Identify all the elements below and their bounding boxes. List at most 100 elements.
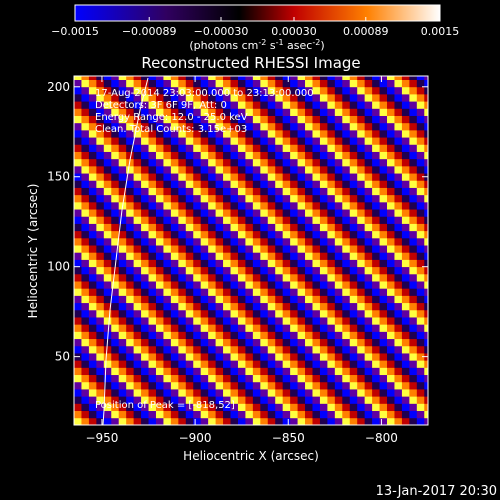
heatmap-cell [185, 345, 194, 354]
heatmap-cell [334, 381, 343, 390]
heatmap-cell [387, 76, 395, 80]
heatmap-cell [245, 317, 254, 325]
heatmap-cell [379, 86, 388, 95]
heatmap-cell [327, 381, 336, 390]
heatmap-cell [237, 381, 246, 390]
heatmap-cell [237, 252, 246, 260]
heatmap-cell [126, 101, 135, 109]
heatmap-cell [245, 353, 254, 361]
heatmap-cell [364, 223, 373, 232]
heatmap-cell [88, 194, 97, 203]
heatmap-cell [327, 137, 336, 145]
heatmap-cell [111, 324, 120, 332]
heatmap-cell [349, 273, 358, 282]
heatmap-cell [305, 295, 313, 304]
heatmap-cell [342, 230, 351, 239]
heatmap-cell [118, 151, 127, 160]
heatmap-cell [357, 367, 366, 376]
heatmap-cell [74, 331, 82, 340]
heatmap-cell [260, 259, 269, 268]
heatmap-cell [245, 79, 254, 88]
heatmap-cell [334, 288, 343, 296]
heatmap-cell [394, 194, 403, 203]
heatmap-cell [394, 237, 403, 246]
heatmap-cell [88, 259, 97, 268]
heatmap-cell [185, 403, 194, 412]
heatmap-cell [133, 230, 142, 239]
heatmap-cell [200, 295, 209, 304]
heatmap-cell [252, 129, 261, 138]
heatmap-cell [275, 259, 284, 268]
heatmap-cell [193, 165, 202, 174]
heatmap-cell [88, 101, 97, 109]
heatmap-cell [252, 374, 261, 383]
heatmap-cell [372, 252, 380, 260]
heatmap-cell [126, 345, 135, 354]
heatmap-cell [260, 295, 269, 304]
heatmap-cell [88, 137, 97, 145]
heatmap-cell [409, 331, 418, 340]
heatmap-cell [394, 403, 403, 412]
heatmap-cell [424, 201, 428, 210]
heatmap-cell [364, 216, 373, 224]
heatmap-cell [96, 281, 105, 289]
heatmap-cell [133, 101, 142, 109]
heatmap-cell [379, 396, 388, 404]
heatmap-cell [193, 317, 202, 325]
heatmap-cell [81, 410, 90, 419]
heatmap-cell [193, 417, 202, 425]
heatmap-cell [141, 273, 149, 282]
heatmap-cell [349, 353, 358, 361]
heatmap-cell [252, 360, 261, 368]
heatmap-cell [379, 252, 388, 260]
heatmap-cell [245, 367, 254, 376]
heatmap-cell [319, 201, 328, 210]
heatmap-cell [372, 381, 380, 390]
heatmap-cell [185, 165, 194, 174]
heatmap-cell [163, 317, 172, 325]
heatmap-cell [372, 216, 380, 224]
colorbar-tick-label: 0.00089 [343, 25, 389, 38]
heatmap-cell [282, 338, 291, 347]
heatmap-cell [118, 360, 127, 368]
heatmap-cell [342, 309, 351, 318]
heatmap-cell [401, 158, 410, 167]
heatmap-cell [260, 374, 269, 383]
heatmap-cell [81, 151, 90, 160]
heatmap-cell [252, 389, 261, 397]
heatmap-cell [416, 338, 425, 347]
heatmap-cell [334, 158, 343, 167]
heatmap-cell [290, 230, 298, 239]
heatmap-cell [297, 295, 306, 304]
heatmap-cell [141, 108, 149, 116]
heatmap-cell [357, 194, 366, 203]
heatmap-cell [223, 223, 231, 232]
heatmap-cell [275, 144, 284, 152]
heatmap-cell [349, 230, 358, 239]
heatmap-cell [200, 389, 209, 397]
heatmap-cell [312, 165, 321, 174]
heatmap-cell [275, 79, 284, 88]
heatmap-cell [74, 403, 82, 412]
heatmap-cell [387, 201, 395, 210]
heatmap-cell [215, 281, 224, 289]
heatmap-cell [327, 360, 336, 368]
heatmap-cell [96, 389, 105, 397]
heatmap-cell [305, 331, 313, 340]
heatmap-cell [103, 237, 112, 246]
heatmap-cell [81, 180, 90, 188]
heatmap-cell [223, 302, 231, 311]
heatmap-cell [416, 137, 425, 145]
heatmap-cell [237, 108, 246, 116]
heatmap-cell [96, 137, 105, 145]
heatmap-cell [208, 86, 216, 95]
heatmap-cell [357, 374, 366, 383]
heatmap-cell [133, 338, 142, 347]
heatmap-cell [193, 381, 202, 390]
heatmap-cell [118, 396, 127, 404]
heatmap-cell [327, 165, 336, 174]
heatmap-cell [74, 389, 82, 397]
heatmap-cell [118, 374, 127, 383]
heatmap-cell [81, 331, 90, 340]
heatmap-cell [148, 230, 157, 239]
